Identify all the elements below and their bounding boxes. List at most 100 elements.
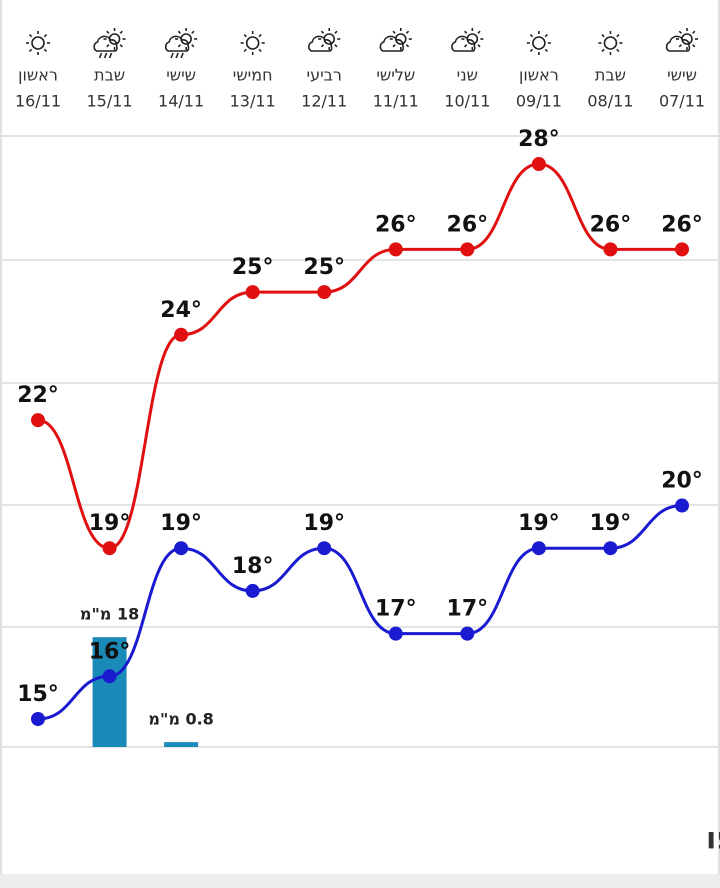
temp-point: [603, 242, 618, 257]
icon-ray: [544, 33, 548, 38]
icon-ray: [106, 30, 110, 34]
day-label: שלישי: [376, 66, 415, 85]
temp-label: 19°: [160, 511, 202, 536]
icon-ray: [463, 30, 468, 34]
icon-cloud: [93, 35, 118, 52]
icon-ray: [405, 30, 410, 34]
temp-label: 17°: [375, 597, 417, 622]
temp-label: 25°: [303, 255, 345, 280]
temp-label: 26°: [590, 212, 632, 237]
icon-ray: [601, 48, 605, 53]
icon-rain: [103, 52, 108, 59]
icon-ray: [191, 30, 195, 34]
icon-ray: [320, 44, 325, 48]
icon-ray: [692, 44, 696, 48]
icon-ray: [529, 33, 534, 38]
day-label: ראשון: [519, 66, 559, 85]
footer-band: [0, 874, 720, 888]
day-label: שישי: [667, 66, 697, 85]
temp-label: 15°: [17, 682, 59, 707]
icon-ray: [692, 30, 696, 34]
day-label: שבת: [595, 66, 626, 85]
temp-point: [675, 242, 689, 257]
temp-point: [317, 541, 332, 556]
temp-label: 17°: [447, 597, 489, 622]
temp-point: [245, 285, 260, 300]
icon-rain: [170, 52, 174, 59]
temp-point: [31, 413, 45, 428]
icon-ray: [28, 48, 33, 53]
weather-icon: [93, 28, 126, 59]
rain-bar: [92, 637, 127, 747]
date-label: 10/11: [444, 92, 490, 111]
icon-ray: [392, 44, 396, 48]
rain-label: 18 מ"מ: [80, 605, 139, 624]
icon-sun: [245, 36, 260, 50]
icon-rain: [108, 52, 113, 59]
day-label: שבת: [94, 66, 125, 85]
date-label: 08/11: [587, 92, 633, 111]
icon-ray: [119, 30, 123, 34]
temp-point: [388, 242, 403, 257]
icon-ray: [616, 48, 620, 53]
weather-icon: [526, 31, 551, 55]
date-label: 11/11: [373, 92, 419, 111]
temp-label: 26°: [661, 212, 703, 237]
weather-icon: [379, 28, 412, 52]
icon-ray: [106, 44, 110, 48]
icon-ray: [119, 44, 123, 48]
temp-line: [37, 162, 682, 550]
icon-ray: [529, 48, 534, 53]
weather-icon: [451, 28, 484, 52]
day-label: שישי: [166, 66, 196, 85]
day-label: ראשון: [18, 66, 58, 85]
weather-icon: [308, 28, 341, 52]
icon-ray: [258, 48, 262, 53]
icon-ray: [191, 44, 195, 48]
temp-label: 19°: [590, 511, 632, 536]
icon-ray: [463, 44, 468, 48]
icon-ray: [334, 44, 338, 48]
weather-icon: [26, 31, 50, 55]
day-label: חמישי: [233, 66, 273, 85]
temp-label: 16°: [89, 639, 131, 664]
icon-ray: [616, 33, 620, 38]
icon-ray: [43, 48, 48, 53]
temp-label: 22°: [17, 383, 59, 408]
icon-rain: [175, 52, 179, 59]
date-label: 07/11: [659, 92, 705, 111]
temp-point: [102, 669, 117, 684]
day-label: רביעי: [306, 66, 341, 85]
temp-point: [460, 242, 475, 257]
date-label: 15/11: [87, 92, 133, 111]
temp-point: [102, 541, 117, 556]
temp-label: 26°: [375, 212, 417, 237]
temp-label: 25°: [232, 255, 274, 280]
icon-ray: [258, 33, 262, 38]
icon-ray: [477, 44, 481, 48]
icon-cloud: [451, 35, 476, 52]
chart-title: מזג אוויר שעתי תל אביב - יפו: [706, 822, 720, 857]
temp-label: 19°: [518, 511, 560, 536]
icon-ray: [177, 44, 182, 48]
date-label: 16/11: [15, 92, 61, 111]
temp-point: [174, 541, 189, 556]
icon-ray: [678, 30, 682, 34]
temp-point: [460, 626, 475, 641]
temp-point: [531, 541, 546, 556]
icon-ray: [243, 48, 247, 53]
rain-label: 0.8 מ"מ: [148, 710, 213, 729]
icon-ray: [601, 33, 605, 38]
temp-point: [317, 285, 332, 300]
icon-ray: [334, 30, 338, 34]
date-label: 09/11: [516, 92, 562, 111]
date-label: 13/11: [230, 92, 276, 111]
icon-sun: [31, 36, 45, 50]
temp-point: [603, 541, 618, 556]
temp-point: [531, 157, 546, 171]
temp-label: 19°: [89, 511, 131, 536]
temp-point: [174, 327, 189, 342]
icon-ray: [477, 30, 481, 34]
icon-ray: [28, 33, 33, 38]
